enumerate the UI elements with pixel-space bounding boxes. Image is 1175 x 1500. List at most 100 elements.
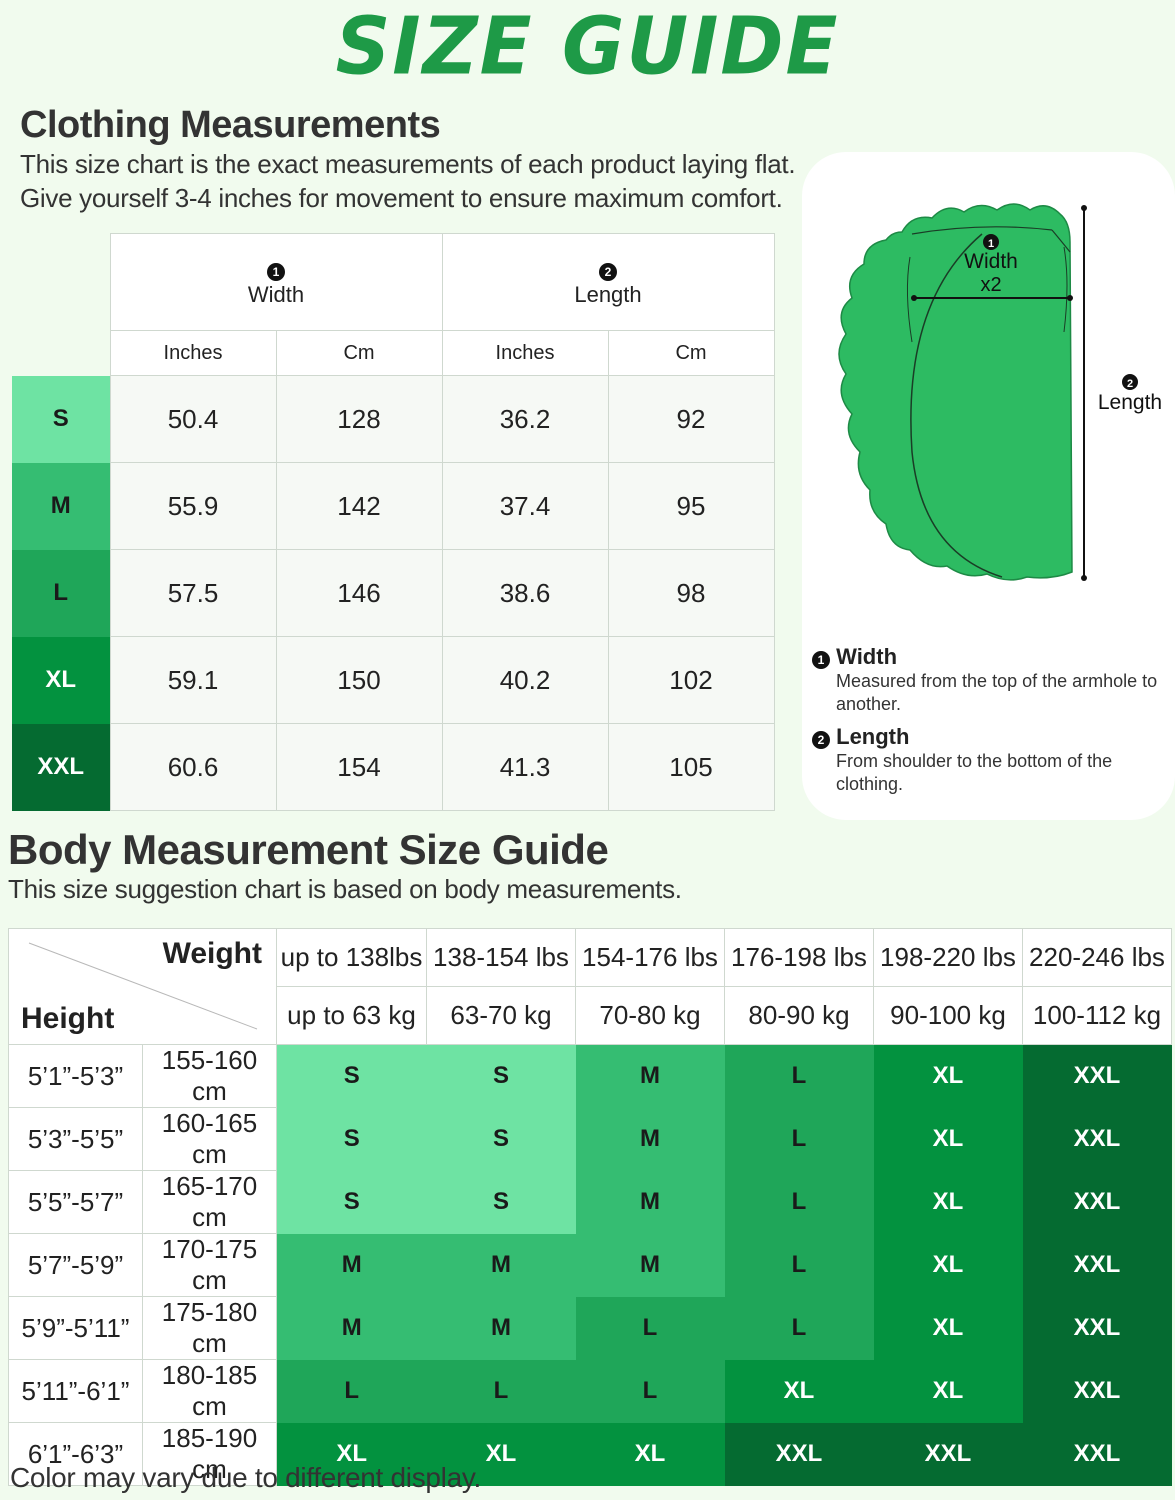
unit-header: Inches — [109, 330, 277, 376]
width-header: 1 Width — [109, 233, 443, 331]
number-two-icon: 2 — [599, 263, 617, 281]
legend-length-desc: From shoulder to the bottom of the cloth… — [836, 751, 1113, 794]
height-ft-cell: 5’11”-6’1” — [8, 1359, 143, 1423]
clothing-heading: Clothing Measurements — [20, 104, 441, 146]
table-cell: 142 — [275, 462, 443, 550]
size-cell: M — [276, 1296, 427, 1360]
table-row: L 57.5 146 38.6 98 — [12, 549, 775, 637]
legend-width: 1 Width Measured from the top of the arm… — [812, 644, 1172, 716]
size-label-xxl: XXL — [12, 723, 110, 811]
table-cell: 40.2 — [441, 636, 609, 724]
svg-text:1: 1 — [988, 238, 994, 250]
size-cell: XL — [426, 1422, 576, 1486]
size-cell: XXL — [1022, 1107, 1172, 1171]
size-cell: M — [575, 1107, 725, 1171]
garment-shape — [838, 203, 1073, 581]
size-cell: L — [724, 1170, 874, 1234]
table-cell: 150 — [275, 636, 443, 724]
table-cell: 98 — [607, 549, 775, 637]
number-one-icon: 1 — [812, 651, 830, 669]
weight-kg-header: 63-70 kg — [426, 986, 576, 1045]
size-cell: XL — [276, 1422, 427, 1486]
size-cell: XXL — [1022, 1044, 1172, 1108]
table-cell: 128 — [275, 375, 443, 463]
weight-lbs-header: 176-198 lbs — [724, 928, 874, 987]
size-cell: M — [276, 1233, 427, 1297]
size-label-m: M — [12, 462, 110, 550]
size-cell: L — [724, 1296, 874, 1360]
diagonal-divider — [28, 942, 258, 1030]
table-cell: 37.4 — [441, 462, 609, 550]
table-row: 5’5”-5’7” 165-170 cm S S M L XL XXL — [8, 1170, 1172, 1234]
color-disclaimer: Color may vary due to different display. — [10, 1462, 481, 1493]
size-cell: S — [426, 1107, 576, 1171]
height-cm-cell: 155-160 cm — [142, 1044, 277, 1108]
weight-label: Weight — [162, 937, 262, 970]
size-cell: XL — [873, 1359, 1023, 1423]
table-cell: 95 — [607, 462, 775, 550]
weight-kg-header: 80-90 kg — [724, 986, 874, 1045]
height-label: Height — [21, 1002, 115, 1035]
size-cell: XL — [575, 1422, 725, 1486]
table-row: 5’11”-6’1” 180-185 cm L L L XL XL XXL — [8, 1359, 1172, 1423]
table-cell: 154 — [275, 723, 443, 811]
size-cell: L — [426, 1359, 576, 1423]
size-cell: XL — [873, 1107, 1023, 1171]
table-cell: 146 — [275, 549, 443, 637]
legend-width-desc: Measured from the top of the armhole to … — [836, 671, 1158, 714]
weight-kg-header: up to 63 kg — [276, 986, 427, 1045]
height-ft-cell: 5’7”-5’9” — [8, 1233, 143, 1297]
size-cell: S — [426, 1170, 576, 1234]
table-corner — [12, 234, 110, 331]
weight-lbs-header: up to 138lbs — [276, 928, 427, 987]
size-cell: S — [276, 1170, 427, 1234]
table-row: 5’1”-5’3” 155-160 cm S S M L XL XXL — [8, 1044, 1172, 1108]
weight-lbs-header: 154-176 lbs — [575, 928, 725, 987]
table-cell: 57.5 — [109, 549, 277, 637]
table-cell: 59.1 — [109, 636, 277, 724]
table-cell: 50.4 — [109, 375, 277, 463]
table-row: M 55.9 142 37.4 95 — [12, 462, 775, 550]
size-cell: XXL — [1022, 1359, 1172, 1423]
number-one-icon: 1 — [267, 263, 285, 281]
number-two-icon: 2 — [812, 731, 830, 749]
size-cell: M — [575, 1170, 725, 1234]
table-row: 5’9”-5’11” 175-180 cm M M L L XL XXL — [8, 1296, 1172, 1360]
clothing-desc-line2: Give yourself 3-4 inches for movement to… — [20, 183, 783, 213]
unit-header: Cm — [607, 330, 775, 376]
page-title: SIZE GUIDE — [335, 0, 840, 93]
size-cell: S — [426, 1044, 576, 1108]
size-cell: S — [276, 1044, 427, 1108]
size-cell: L — [724, 1044, 874, 1108]
size-cell: XL — [873, 1296, 1023, 1360]
size-cell: L — [276, 1359, 427, 1423]
height-cm-cell: 180-185 cm — [142, 1359, 277, 1423]
clothing-measurement-table: 1 Width 2 Length Inches Cm Inches Cm S 5… — [12, 233, 775, 811]
size-cell: XXL — [1022, 1170, 1172, 1234]
size-cell: M — [426, 1296, 576, 1360]
weight-kg-header: 70-80 kg — [575, 986, 725, 1045]
number-one-icon — [983, 234, 999, 250]
legend-length: 2 Length From shoulder to the bottom of … — [812, 724, 1175, 796]
table-corner-units — [12, 331, 110, 376]
size-label-s: S — [12, 375, 110, 463]
weight-lbs-header: 220-246 lbs — [1022, 928, 1172, 987]
size-cell: M — [575, 1233, 725, 1297]
table-cell: 38.6 — [441, 549, 609, 637]
height-cm-cell: 175-180 cm — [142, 1296, 277, 1360]
legend-width-title: Width — [836, 644, 898, 669]
width-header-label: Width — [247, 282, 305, 307]
size-cell: M — [575, 1044, 725, 1108]
table-row: 5’3”-5’5” 160-165 cm S S M L XL XXL — [8, 1107, 1172, 1171]
unit-header: Inches — [441, 330, 609, 376]
weight-height-corner: Weight Height — [8, 928, 277, 1045]
weight-lbs-header: 138-154 lbs — [426, 928, 576, 987]
table-cell: 92 — [607, 375, 775, 463]
size-cell: L — [724, 1233, 874, 1297]
table-cell: 60.6 — [109, 723, 277, 811]
size-cell: S — [276, 1107, 427, 1171]
table-row: 5’7”-5’9” 170-175 cm M M M L XL XXL — [8, 1233, 1172, 1297]
diagram-width-label: Width — [964, 250, 1018, 273]
size-cell: M — [426, 1233, 576, 1297]
diagram-width-multiplier: x2 — [980, 274, 1001, 296]
